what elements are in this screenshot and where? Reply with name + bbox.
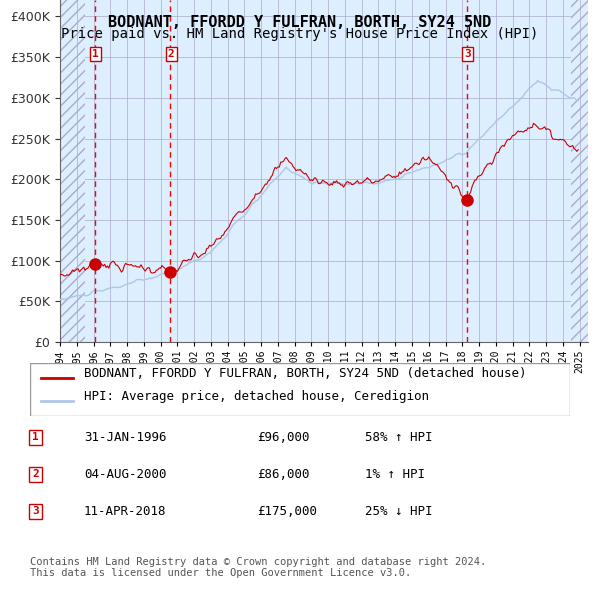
Text: 31-JAN-1996: 31-JAN-1996 <box>84 431 167 444</box>
Bar <box>571 0 588 342</box>
Text: HPI: Average price, detached house, Ceredigion: HPI: Average price, detached house, Cere… <box>84 390 429 403</box>
Text: 3: 3 <box>464 49 471 59</box>
FancyBboxPatch shape <box>30 363 570 416</box>
Text: Price paid vs. HM Land Registry's House Price Index (HPI): Price paid vs. HM Land Registry's House … <box>61 27 539 41</box>
Text: 2: 2 <box>168 49 175 59</box>
Text: 04-AUG-2000: 04-AUG-2000 <box>84 468 167 481</box>
Text: BODNANT, FFORDD Y FULFRAN, BORTH, SY24 5ND: BODNANT, FFORDD Y FULFRAN, BORTH, SY24 5… <box>109 15 491 30</box>
Text: 1: 1 <box>32 432 39 442</box>
Text: £175,000: £175,000 <box>257 505 317 518</box>
Text: 3: 3 <box>32 506 39 516</box>
Text: 2: 2 <box>32 470 39 480</box>
Text: 58% ↑ HPI: 58% ↑ HPI <box>365 431 432 444</box>
Text: £86,000: £86,000 <box>257 468 310 481</box>
Text: Contains HM Land Registry data © Crown copyright and database right 2024.
This d: Contains HM Land Registry data © Crown c… <box>30 556 486 578</box>
Text: BODNANT, FFORDD Y FULFRAN, BORTH, SY24 5ND (detached house): BODNANT, FFORDD Y FULFRAN, BORTH, SY24 5… <box>84 367 527 380</box>
Text: 1: 1 <box>92 49 99 59</box>
Text: 1% ↑ HPI: 1% ↑ HPI <box>365 468 425 481</box>
Text: £96,000: £96,000 <box>257 431 310 444</box>
Text: 25% ↓ HPI: 25% ↓ HPI <box>365 505 432 518</box>
Bar <box>60 0 85 342</box>
Text: 11-APR-2018: 11-APR-2018 <box>84 505 167 518</box>
